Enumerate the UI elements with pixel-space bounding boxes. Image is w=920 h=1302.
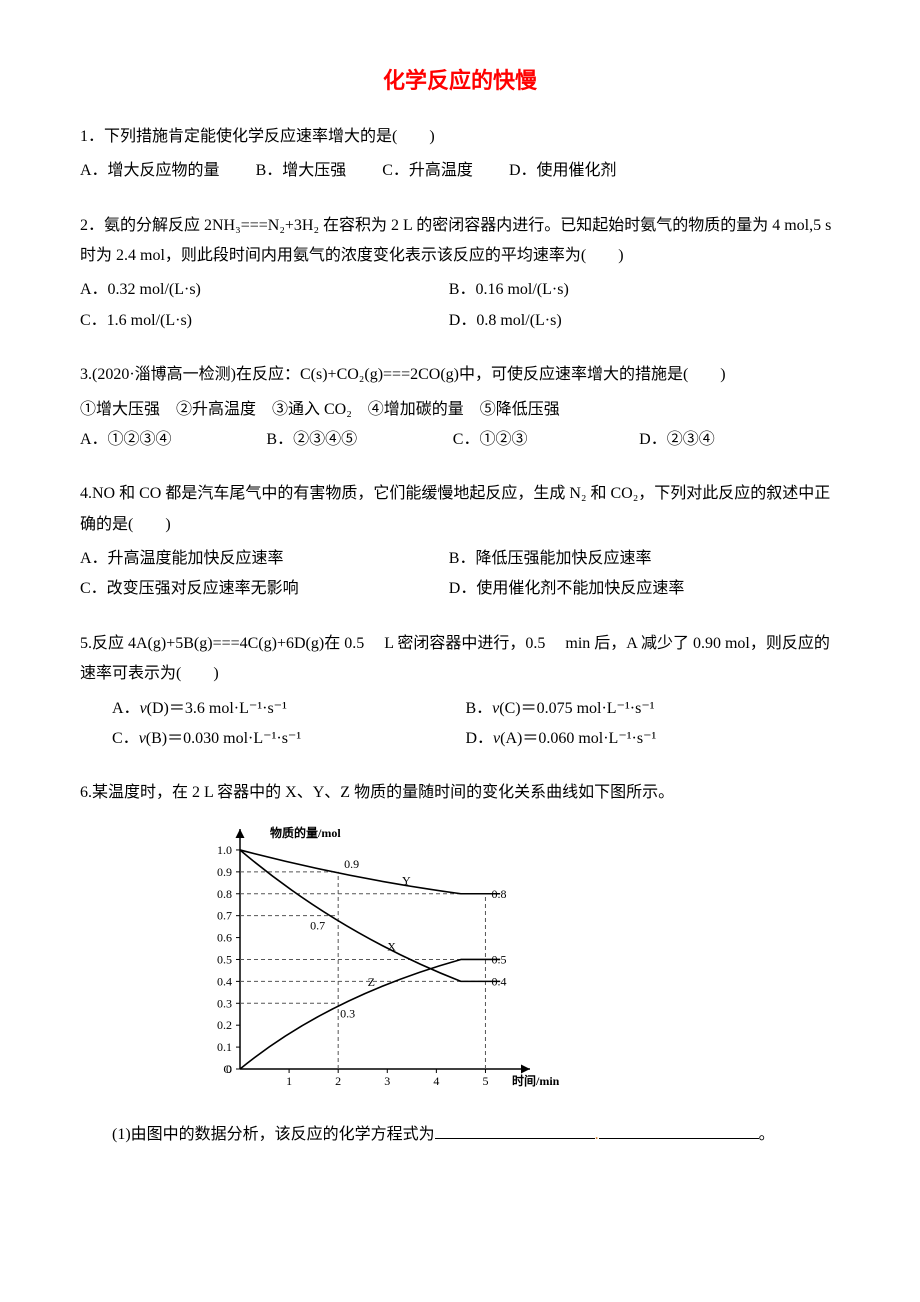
q5-opt-c: C．v(B)＝0.030 mol·L⁻¹·s⁻¹ bbox=[112, 724, 461, 754]
svg-text:Y: Y bbox=[402, 873, 411, 887]
svg-text:0.8: 0.8 bbox=[491, 887, 506, 901]
svg-text:0.4: 0.4 bbox=[217, 974, 232, 988]
svg-text:0.4: 0.4 bbox=[491, 974, 506, 988]
svg-text:2: 2 bbox=[335, 1074, 341, 1088]
question-2: 2．氨的分解反应 2NH₃===N₂+3H₂ 在容积为 2 L 的密闭容器内进行… bbox=[80, 211, 840, 337]
q3-opt-b: B．②③④⑤ bbox=[266, 425, 448, 455]
svg-text:0.1: 0.1 bbox=[217, 1040, 232, 1054]
q5-c-post: (B)＝0.030 mol·L⁻¹·s⁻¹ bbox=[146, 730, 301, 747]
q5-b-post: (C)＝0.075 mol·L⁻¹·s⁻¹ bbox=[499, 700, 654, 717]
chart-container: 00.10.20.30.40.50.60.70.80.91.0O12345物质的… bbox=[180, 819, 840, 1110]
svg-text:0.5: 0.5 bbox=[491, 952, 506, 966]
question-5: 5.反应 4A(g)+5B(g)===4C(g)+6D(g)在 0.5 L 密闭… bbox=[80, 629, 840, 755]
q1-stem: 1．下列措施肯定能使化学反应速率增大的是( ) bbox=[80, 122, 840, 152]
svg-text:Z: Z bbox=[368, 975, 375, 989]
q1-options: A．增大反应物的量 B．增大压强 C．升高温度 D．使用催化剂 bbox=[80, 156, 840, 186]
question-1: 1．下列措施肯定能使化学反应速率增大的是( ) A．增大反应物的量 B．增大压强… bbox=[80, 122, 840, 187]
concentration-chart: 00.10.20.30.40.50.60.70.80.91.0O12345物质的… bbox=[180, 819, 560, 1099]
q4-opt-b: B．降低压强能加快反应速率 bbox=[449, 544, 814, 574]
svg-text:5: 5 bbox=[482, 1074, 488, 1088]
fill-blank bbox=[435, 1122, 595, 1139]
page-title: 化学反应的快慢 bbox=[80, 60, 840, 102]
q6-sub1-pre: (1)由图中的数据分析，该反应的化学方程式为 bbox=[112, 1126, 435, 1143]
q2-opt-a: A．0.32 mol/(L·s) bbox=[80, 275, 445, 305]
svg-text:0.7: 0.7 bbox=[217, 908, 232, 922]
svg-text:0.7: 0.7 bbox=[310, 918, 325, 932]
q2-opt-c: C．1.6 mol/(L·s) bbox=[80, 306, 445, 336]
q4-opt-a: A．升高温度能加快反应速率 bbox=[80, 544, 445, 574]
q2-opt-b: B．0.16 mol/(L·s) bbox=[449, 275, 814, 305]
q5-d-post: (A)＝0.060 mol·L⁻¹·s⁻¹ bbox=[500, 730, 656, 747]
q1-opt-d: D．使用催化剂 bbox=[509, 162, 617, 179]
svg-text:1: 1 bbox=[286, 1074, 292, 1088]
question-4: 4.NO 和 CO 都是汽车尾气中的有害物质，它们能缓慢地起反应，生成 N₂ 和… bbox=[80, 479, 840, 605]
q6-sub1: (1)由图中的数据分析，该反应的化学方程式为.。 bbox=[80, 1120, 840, 1150]
q5-opt-a: A．v(D)＝3.6 mol·L⁻¹·s⁻¹ bbox=[112, 694, 461, 724]
q3-stem: 3.(2020·淄博高一检测)在反应：C(s)+CO₂(g)===2CO(g)中… bbox=[80, 360, 840, 390]
q3-opt-d: D．②③④ bbox=[639, 425, 821, 455]
q4-stem: 4.NO 和 CO 都是汽车尾气中的有害物质，它们能缓慢地起反应，生成 N₂ 和… bbox=[80, 479, 840, 540]
svg-text:0.2: 0.2 bbox=[217, 1018, 232, 1032]
q2-stem: 2．氨的分解反应 2NH₃===N₂+3H₂ 在容积为 2 L 的密闭容器内进行… bbox=[80, 211, 840, 272]
q5-a-var: v bbox=[140, 700, 147, 717]
q1-opt-a: A．增大反应物的量 bbox=[80, 162, 220, 179]
q1-opt-c: C．升高温度 bbox=[382, 162, 473, 179]
q4-opt-c: C．改变压强对反应速率无影响 bbox=[80, 574, 445, 604]
q5-a-pre: A． bbox=[112, 700, 140, 717]
question-6: 6.某温度时，在 2 L 容器中的 X、Y、Z 物质的量随时间的变化关系曲线如下… bbox=[80, 778, 840, 1150]
svg-text:0.9: 0.9 bbox=[217, 865, 232, 879]
svg-text:X: X bbox=[387, 939, 396, 953]
q5-b-pre: B． bbox=[465, 700, 492, 717]
q5-options: A．v(D)＝3.6 mol·L⁻¹·s⁻¹ B．v(C)＝0.075 mol·… bbox=[80, 694, 840, 755]
q5-opt-b: B．v(C)＝0.075 mol·L⁻¹·s⁻¹ bbox=[465, 694, 814, 724]
q1-opt-b: B．增大压强 bbox=[256, 162, 347, 179]
q3-opt-c: C．①②③ bbox=[453, 425, 635, 455]
svg-text:0.5: 0.5 bbox=[217, 952, 232, 966]
svg-text:物质的量/mol: 物质的量/mol bbox=[270, 825, 341, 840]
q3-items: ①增大压强 ②升高温度 ③通入 CO₂ ④增加碳的量 ⑤降低压强 bbox=[80, 395, 840, 425]
q6-sub1-post: 。 bbox=[759, 1126, 775, 1143]
q5-stem: 5.反应 4A(g)+5B(g)===4C(g)+6D(g)在 0.5 L 密闭… bbox=[80, 629, 840, 690]
q6-stem: 6.某温度时，在 2 L 容器中的 X、Y、Z 物质的量随时间的变化关系曲线如下… bbox=[80, 778, 840, 808]
q4-opt-d: D．使用催化剂不能加快反应速率 bbox=[449, 574, 814, 604]
q5-opt-d: D．v(A)＝0.060 mol·L⁻¹·s⁻¹ bbox=[465, 724, 814, 754]
fill-blank-2 bbox=[599, 1122, 759, 1139]
svg-text:时间/min: 时间/min bbox=[512, 1073, 560, 1088]
q3-options: A．①②③④ B．②③④⑤ C．①②③ D．②③④ bbox=[80, 425, 840, 455]
q5-d-pre: D． bbox=[465, 730, 493, 747]
svg-text:3: 3 bbox=[384, 1074, 390, 1088]
svg-text:0.6: 0.6 bbox=[217, 930, 232, 944]
svg-text:0.3: 0.3 bbox=[340, 1006, 355, 1020]
q4-options: A．升高温度能加快反应速率 B．降低压强能加快反应速率 C．改变压强对反应速率无… bbox=[80, 544, 840, 605]
svg-text:0.3: 0.3 bbox=[217, 996, 232, 1010]
svg-text:0.8: 0.8 bbox=[217, 887, 232, 901]
question-3: 3.(2020·淄博高一检测)在反应：C(s)+CO₂(g)===2CO(g)中… bbox=[80, 360, 840, 455]
q3-opt-a: A．①②③④ bbox=[80, 425, 262, 455]
svg-text:O: O bbox=[223, 1062, 232, 1076]
svg-text:1.0: 1.0 bbox=[217, 843, 232, 857]
svg-text:4: 4 bbox=[433, 1074, 439, 1088]
q5-c-pre: C． bbox=[112, 730, 139, 747]
svg-text:0.9: 0.9 bbox=[344, 857, 359, 871]
q2-opt-d: D．0.8 mol/(L·s) bbox=[449, 306, 814, 336]
q5-c-var: v bbox=[139, 730, 146, 747]
q5-a-post: (D)＝3.6 mol·L⁻¹·s⁻¹ bbox=[147, 700, 287, 717]
q2-options: A．0.32 mol/(L·s) B．0.16 mol/(L·s) C．1.6 … bbox=[80, 275, 840, 336]
